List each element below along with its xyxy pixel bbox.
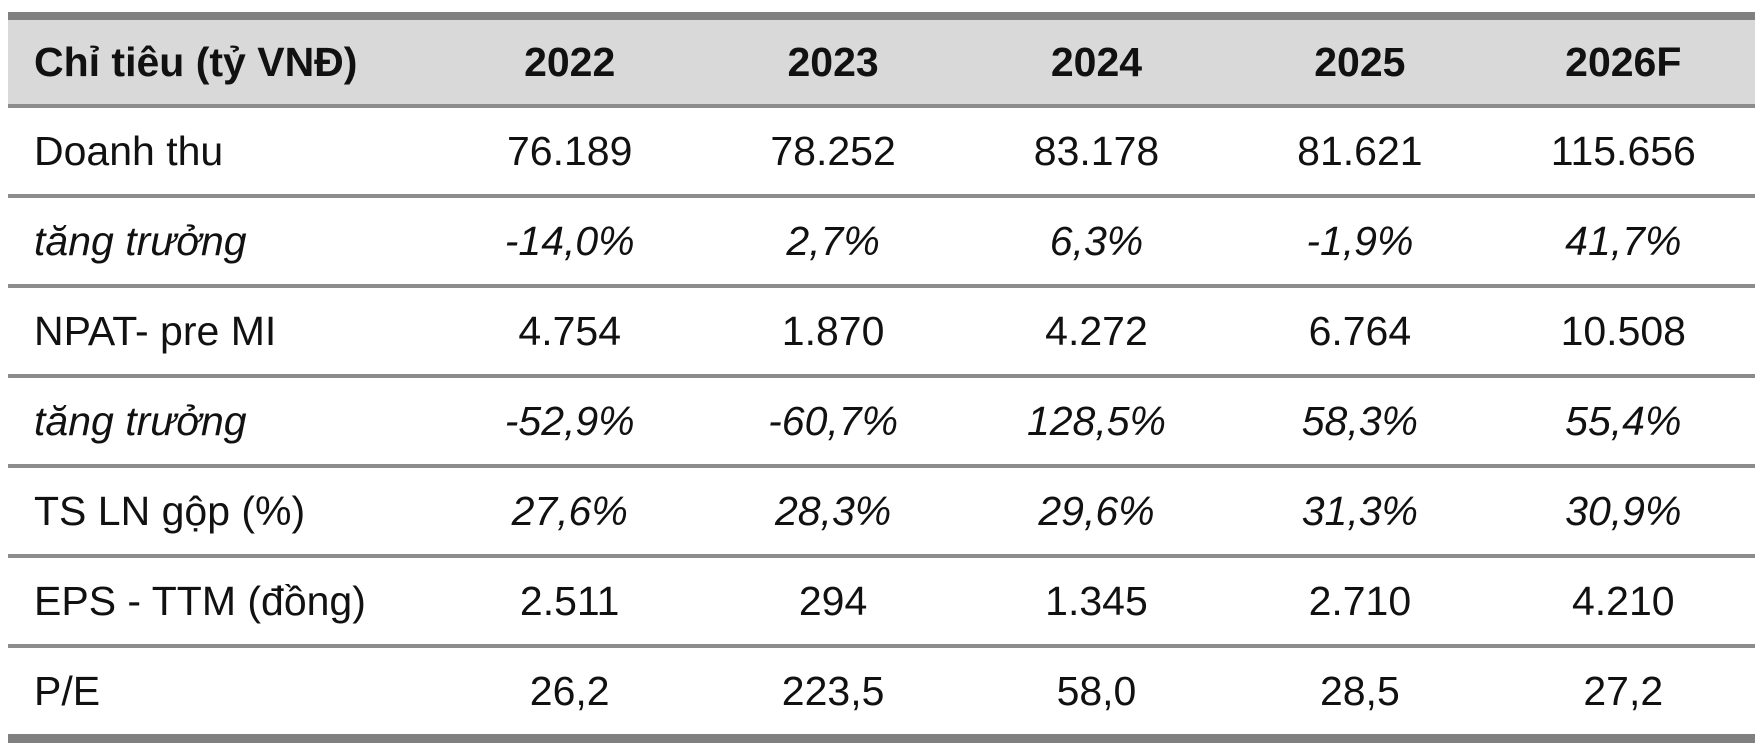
table-row: tăng trưởng -14,0% 2,7% 6,3% -1,9% 41,7% (8, 196, 1755, 288)
value-cell-2022: -52,9% (438, 376, 702, 468)
value-cell-2023: -60,7% (701, 376, 965, 468)
header-label-cell: Chỉ tiêu (tỷ VNĐ) (8, 12, 438, 108)
value-cell-2026f: 30,9% (1491, 466, 1755, 558)
value-cell-2025: 2.710 (1228, 556, 1492, 648)
header-year-2023: 2023 (701, 12, 965, 108)
value-cell-2022: 2.511 (438, 556, 702, 648)
row-label-cell: P/E (8, 646, 438, 743)
header-year-2026f: 2026F (1491, 12, 1755, 108)
value-cell-2023: 28,3% (701, 466, 965, 558)
value-cell-2025: 58,3% (1228, 376, 1492, 468)
table-row: Doanh thu 76.189 78.252 83.178 81.621 115.656 (8, 106, 1755, 198)
value-cell-2026f: 27,2 (1491, 646, 1755, 743)
table-row: tăng trưởng -52,9% -60,7% 128,5% 58,3% 55,4% (8, 376, 1755, 468)
value-cell-2024: 6,3% (964, 196, 1229, 288)
value-cell-2023: 223,5 (701, 646, 965, 743)
value-cell-2025: 28,5 (1228, 646, 1492, 743)
value-cell-2025: -1,9% (1228, 196, 1492, 288)
value-cell-2023: 1.870 (701, 286, 965, 378)
value-cell-2022: 76.189 (438, 106, 702, 198)
value-cell-2022: 27,6% (438, 466, 702, 558)
value-cell-2022: 4.754 (438, 286, 702, 378)
value-cell-2023: 294 (701, 556, 965, 648)
value-cell-2024: 128,5% (964, 376, 1229, 468)
value-cell-2024: 1.345 (964, 556, 1229, 648)
value-cell-2025: 31,3% (1228, 466, 1492, 558)
value-cell-2024: 58,0 (964, 646, 1229, 743)
row-label-cell: NPAT- pre MI (8, 286, 438, 378)
value-cell-2026f: 10.508 (1491, 286, 1755, 378)
header-row: Chỉ tiêu (tỷ VNĐ) 2022 2023 2024 2025 20… (8, 12, 1755, 108)
header-year-2025: 2025 (1228, 12, 1492, 108)
financial-table-wrapper: Chỉ tiêu (tỷ VNĐ) 2022 2023 2024 2025 20… (8, 12, 1755, 743)
value-cell-2026f: 115.656 (1491, 106, 1755, 198)
table-row: TS LN gộp (%) 27,6% 28,3% 29,6% 31,3% 30,9% (8, 466, 1755, 558)
value-cell-2022: -14,0% (438, 196, 702, 288)
value-cell-2022: 26,2 (438, 646, 702, 743)
table-row: P/E 26,2 223,5 58,0 28,5 27,2 (8, 646, 1755, 743)
value-cell-2026f: 55,4% (1491, 376, 1755, 468)
table-row: NPAT- pre MI 4.754 1.870 4.272 6.764 10.508 (8, 286, 1755, 378)
table-header: Chỉ tiêu (tỷ VNĐ) 2022 2023 2024 2025 20… (8, 12, 1755, 108)
row-label-cell: tăng trưởng (8, 196, 438, 288)
value-cell-2023: 78.252 (701, 106, 965, 198)
row-label-cell: EPS - TTM (đồng) (8, 556, 438, 648)
financial-summary-table: Chỉ tiêu (tỷ VNĐ) 2022 2023 2024 2025 20… (8, 12, 1755, 743)
value-cell-2026f: 41,7% (1491, 196, 1755, 288)
header-year-2022: 2022 (438, 12, 702, 108)
value-cell-2025: 6.764 (1228, 286, 1492, 378)
value-cell-2023: 2,7% (701, 196, 965, 288)
table-row: EPS - TTM (đồng) 2.511 294 1.345 2.710 4.210 (8, 556, 1755, 648)
row-label-cell: Doanh thu (8, 106, 438, 198)
value-cell-2024: 29,6% (964, 466, 1229, 558)
row-label-cell: tăng trưởng (8, 376, 438, 468)
value-cell-2026f: 4.210 (1491, 556, 1755, 648)
value-cell-2024: 4.272 (964, 286, 1229, 378)
header-year-2024: 2024 (964, 12, 1229, 108)
row-label-cell: TS LN gộp (%) (8, 466, 438, 558)
value-cell-2025: 81.621 (1228, 106, 1492, 198)
table-body: Doanh thu 76.189 78.252 83.178 81.621 115.656… (8, 106, 1755, 743)
value-cell-2024: 83.178 (964, 106, 1229, 198)
